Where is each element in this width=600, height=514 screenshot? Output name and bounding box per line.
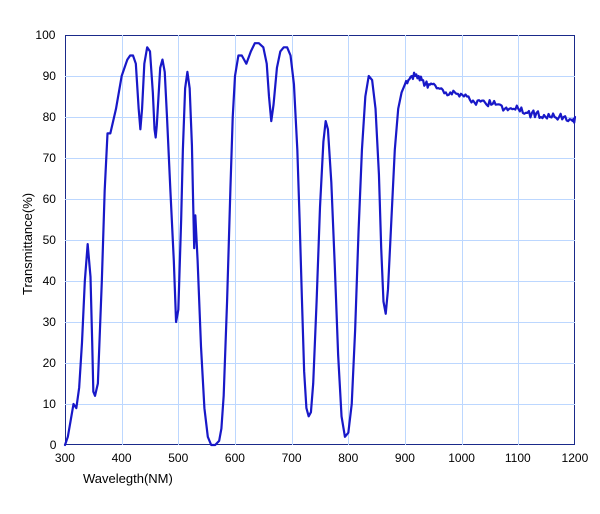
transmittance-chart: Transmittance(%) Wavelegth(NM) 300400500…	[0, 0, 600, 514]
series-transmittance	[65, 43, 575, 445]
data-line-layer	[0, 0, 600, 514]
